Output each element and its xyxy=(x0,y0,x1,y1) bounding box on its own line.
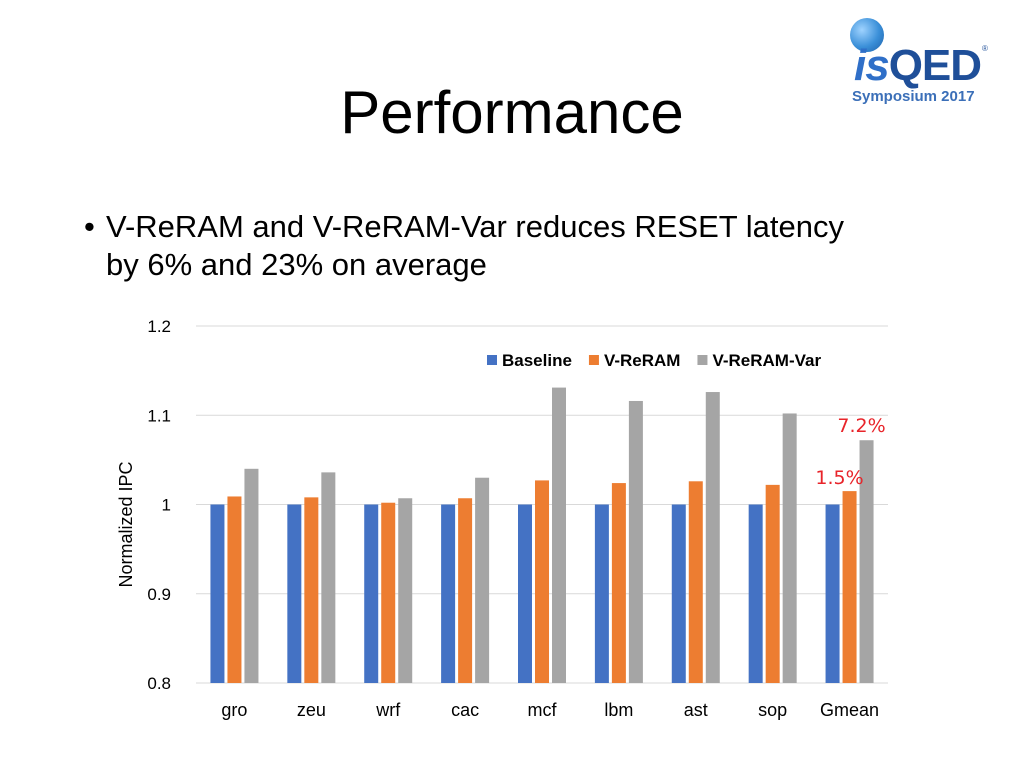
x-tick-label: zeu xyxy=(297,700,326,720)
bar-v-reram-var-lbm xyxy=(628,400,643,683)
bullet-glyph: • xyxy=(84,209,95,244)
x-tick-label: sop xyxy=(758,700,787,720)
x-tick-label: cac xyxy=(451,700,479,720)
legend-swatch-baseline xyxy=(487,355,497,365)
annotation-label: 1.5% xyxy=(815,467,863,489)
bullet-point: • V-ReRAM and V-ReRAM-Var reduces RESET … xyxy=(84,208,944,284)
y-tick-label: 1.2 xyxy=(147,317,171,336)
bar-v-reram-gmean xyxy=(842,491,857,683)
x-tick-label: ast xyxy=(684,700,708,720)
bar-v-reram-lbm xyxy=(611,483,626,683)
bar-v-reram-zeu xyxy=(304,497,319,683)
bar-baseline-sop xyxy=(748,504,763,683)
bar-baseline-gmean xyxy=(825,504,840,683)
x-tick-label: Gmean xyxy=(820,700,879,720)
y-tick-label: 1.1 xyxy=(147,406,171,425)
y-tick-label: 0.8 xyxy=(147,674,171,693)
bar-baseline-ast xyxy=(671,504,686,683)
globe-icon xyxy=(850,18,884,52)
x-tick-label: lbm xyxy=(604,700,633,720)
isqed-logo: isQED ® Symposium 2017 xyxy=(846,14,996,114)
registered-mark: ® xyxy=(982,44,988,53)
bar-v-reram-var-ast xyxy=(705,392,720,683)
legend-swatch-v-reram-var xyxy=(697,355,708,365)
bar-v-reram-var-zeu xyxy=(321,472,336,683)
bar-v-reram-gro xyxy=(227,496,242,683)
bullet-line-1: V-ReRAM and V-ReRAM-Var reduces RESET la… xyxy=(106,209,844,244)
bullet-line-2: by 6% and 23% on average xyxy=(106,247,487,282)
bar-v-reram-ast xyxy=(688,481,703,683)
bar-v-reram-var-wrf xyxy=(398,498,413,683)
x-tick-label: mcf xyxy=(528,700,558,720)
x-tick-label: wrf xyxy=(375,700,401,720)
logo-subtitle: Symposium 2017 xyxy=(852,88,975,105)
legend-swatch-v-reram xyxy=(588,355,599,365)
legend-label-v-reram-var: V-ReRAM-Var xyxy=(712,351,821,370)
x-tick-label: gro xyxy=(221,700,247,720)
bar-v-reram-var-gmean xyxy=(859,440,874,683)
bar-v-reram-cac xyxy=(458,498,473,683)
legend-label-v-reram: V-ReRAM xyxy=(604,351,681,370)
annotation-label: 7.2% xyxy=(837,415,885,437)
legend-label-baseline: Baseline xyxy=(502,351,572,370)
bar-v-reram-var-mcf xyxy=(552,387,566,683)
bar-v-reram-var-gro xyxy=(244,468,259,683)
bar-baseline-mcf xyxy=(518,504,532,683)
logo-wordmark: isQED xyxy=(854,41,982,90)
y-axis-label: Normalized IPC xyxy=(116,461,136,587)
bar-v-reram-sop xyxy=(765,484,780,683)
bar-baseline-gro xyxy=(210,504,225,683)
bar-baseline-zeu xyxy=(287,504,302,683)
bar-v-reram-mcf xyxy=(535,480,549,683)
bar-baseline-cac xyxy=(441,504,456,683)
y-tick-label: 1 xyxy=(162,496,171,515)
y-tick-label: 0.9 xyxy=(147,585,171,604)
bar-v-reram-var-sop xyxy=(782,413,797,683)
bar-v-reram-wrf xyxy=(381,502,396,683)
bar-baseline-wrf xyxy=(364,504,379,683)
slide-title: Performance xyxy=(340,79,684,146)
bar-baseline-lbm xyxy=(594,504,609,683)
bar-v-reram-var-cac xyxy=(475,477,490,683)
